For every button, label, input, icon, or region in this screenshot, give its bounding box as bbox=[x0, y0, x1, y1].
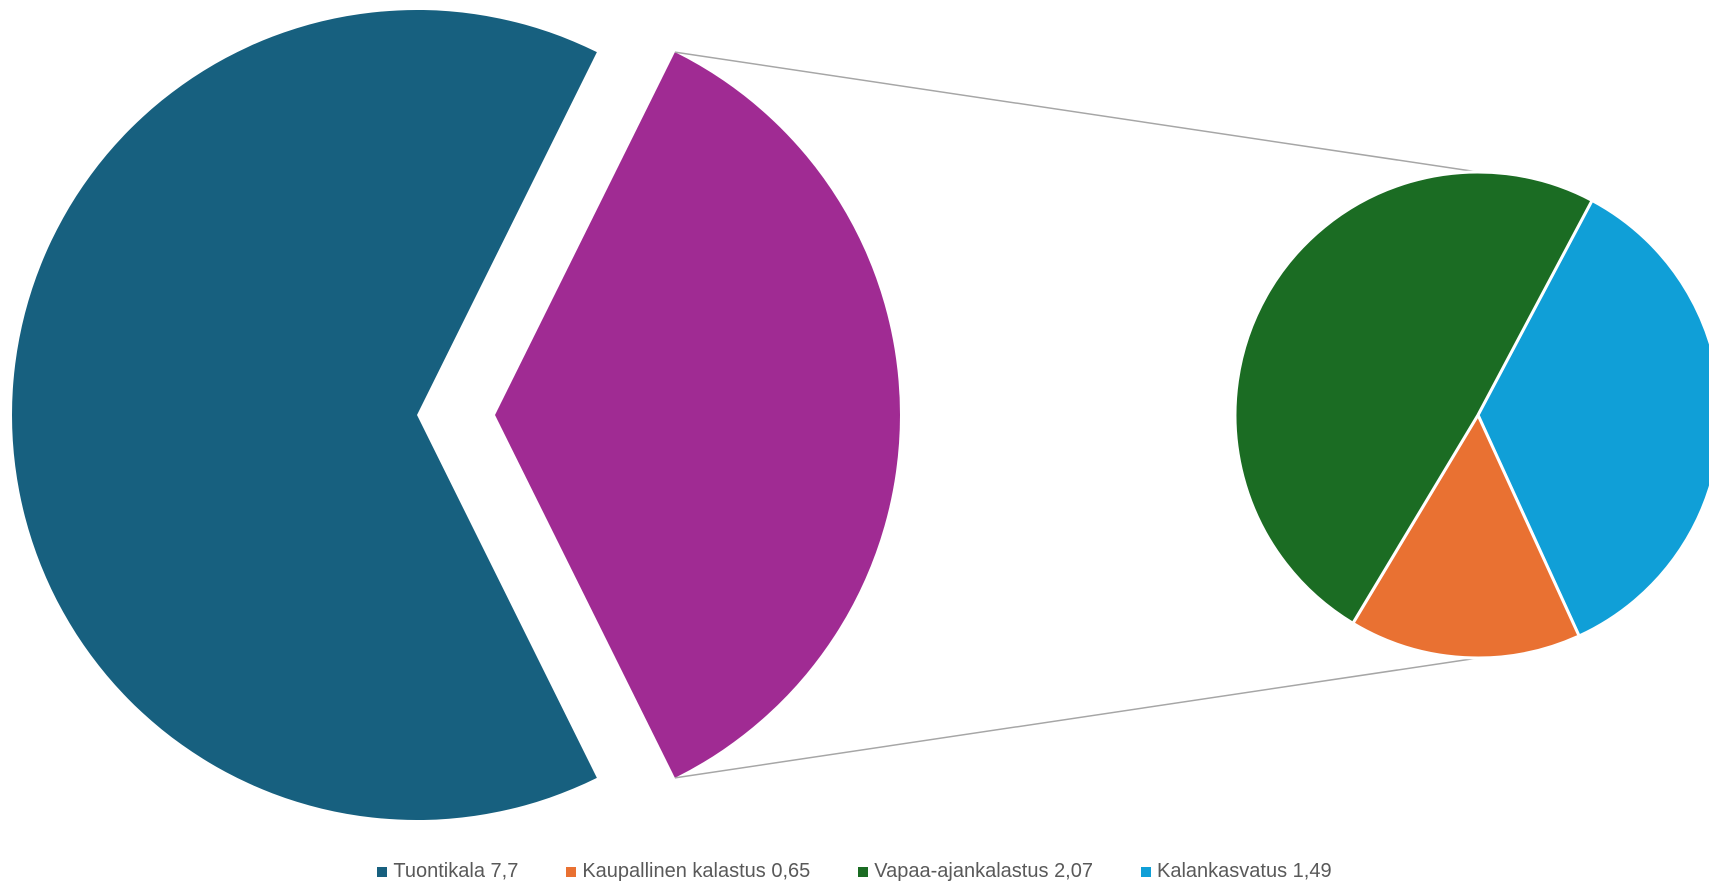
legend-swatch bbox=[858, 866, 869, 877]
legend-value: 2,07 bbox=[1054, 860, 1093, 882]
legend-label: Kalankasvatus bbox=[1157, 860, 1288, 882]
legend-value: 0,65 bbox=[771, 860, 811, 882]
legend-item-kalankasvatus: Kalankasvatus 1,49 bbox=[1141, 860, 1332, 883]
main-slice-0 bbox=[12, 10, 597, 820]
secondary-slice-kaupallinen-kalastus bbox=[1351, 413, 1581, 660]
legend: Tuontikala 7,7 Kaupallinen kalastus 0,65… bbox=[0, 858, 1709, 885]
legend-item-tuontikala: Tuontikala 7,7 bbox=[377, 860, 518, 883]
legend-swatch bbox=[566, 866, 577, 877]
connector-line-top bbox=[674, 51, 1479, 173]
legend-label: Vapaa-ajankalastus bbox=[874, 860, 1049, 882]
secondary-slice-vapaa-ajankalastus bbox=[1233, 170, 1594, 625]
legend-value: 1,49 bbox=[1292, 860, 1332, 882]
connector-line-bottom bbox=[674, 657, 1479, 779]
legend-swatch bbox=[377, 866, 388, 877]
legend-swatch bbox=[1141, 866, 1151, 877]
legend-value: 7,7 bbox=[490, 860, 519, 882]
connector-lines bbox=[674, 51, 1479, 779]
legend-item-vapaa-ajankalastus: Vapaa-ajankalastus 2,07 bbox=[858, 860, 1093, 883]
pie-of-pie-chart bbox=[12, 10, 1709, 820]
secondary-pie bbox=[1233, 170, 1709, 660]
legend-item-kaupallinen-kalastus: Kaupallinen kalastus 0,65 bbox=[566, 860, 810, 883]
main-slice-other bbox=[495, 52, 901, 778]
legend-label: Kaupallinen kalastus bbox=[582, 860, 766, 882]
main-pie bbox=[12, 10, 901, 820]
legend-label: Tuontikala bbox=[393, 860, 485, 882]
